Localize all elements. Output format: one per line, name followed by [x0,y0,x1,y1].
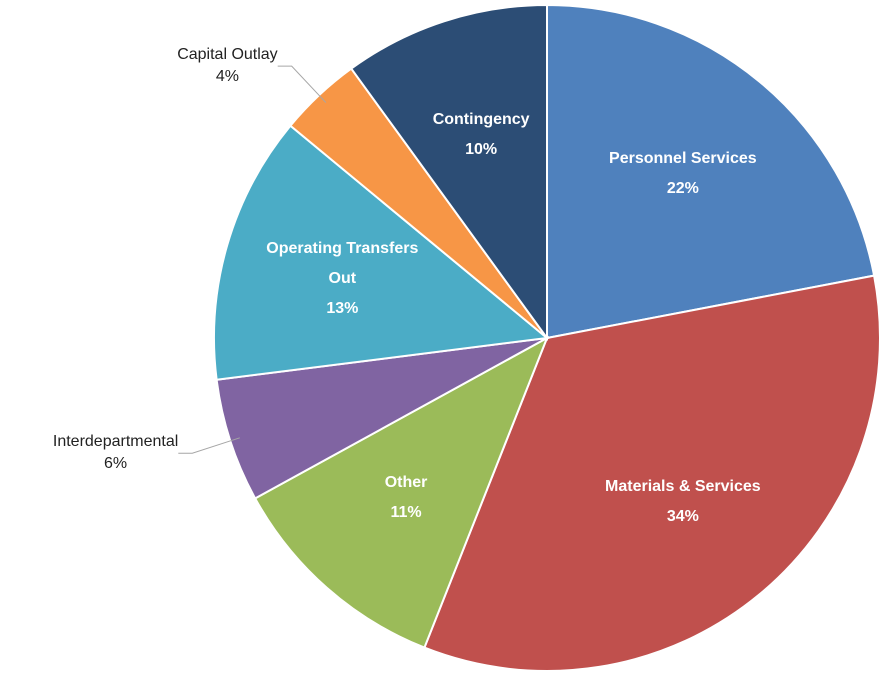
slice-label: Other 11% [341,468,471,528]
category-label: Personnel Services [609,149,757,167]
slice-label: Materials & Services 34% [553,472,813,532]
pie-slice [546,3,876,340]
value-label: 22% [666,179,699,197]
value-label: 11% [390,503,422,521]
pie-slice [423,274,880,672]
value-label: 34% [666,508,699,526]
leader-line [277,65,327,103]
slice-label: Contingency 10% [421,105,541,165]
leader-line [178,437,240,454]
category-label: Materials & Services [605,478,761,496]
value-label: 6% [104,455,128,473]
slice-label: Operating Transfers Out 13% [266,234,418,324]
category-label: Capital Outlay [177,46,278,64]
value-label: 13% [326,299,359,317]
value-label: 10% [465,141,498,159]
category-label: Other [384,473,428,491]
value-label: 4% [215,68,239,86]
category-label: Interdepartmental [52,433,179,451]
category-label: Contingency [432,111,530,129]
slice-label: Capital Outlay 4% [78,44,278,88]
category-label: Operating Transfers Out [266,239,419,287]
pie-slice [213,124,550,381]
label-block: Interdepartmental 6% [53,431,178,475]
slice-label: Interdepartmental 6% [0,431,178,475]
pie-slice [253,335,549,649]
slice-label: Personnel Services 22% [561,144,806,204]
pie-slice [349,3,548,342]
label-block: Capital Outlay 4% [177,44,278,88]
